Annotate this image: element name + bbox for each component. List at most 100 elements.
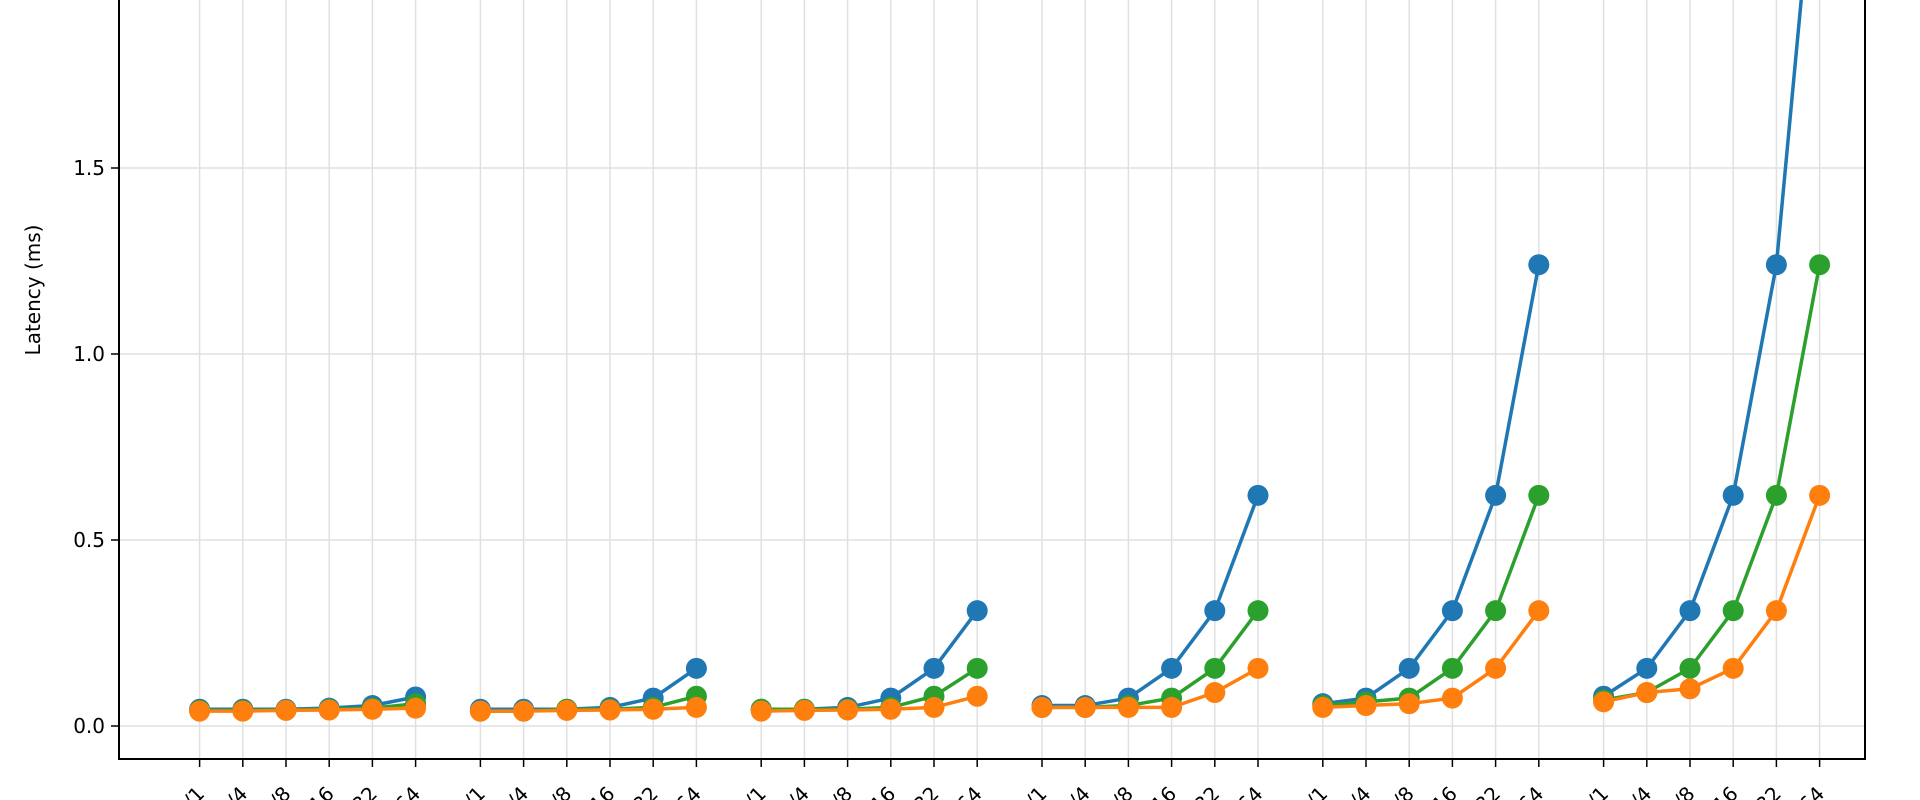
x-tick-label: 32 bbox=[347, 782, 382, 800]
x-tick-label: 32 bbox=[1189, 782, 1224, 800]
data-point-orange bbox=[1485, 657, 1507, 679]
data-point-green bbox=[1204, 657, 1226, 679]
data-point-orange bbox=[1355, 695, 1377, 717]
data-point-orange bbox=[793, 699, 815, 721]
data-point-blue bbox=[685, 657, 707, 679]
x-tick-label: 64 bbox=[1794, 782, 1829, 800]
data-point-orange bbox=[469, 700, 491, 722]
x-tick-label: /8 bbox=[1388, 782, 1419, 800]
series-lines bbox=[189, 0, 1831, 722]
data-point-blue bbox=[1247, 484, 1269, 506]
x-tick-label: /8 bbox=[265, 782, 296, 800]
data-point-orange bbox=[1441, 687, 1463, 709]
data-point-orange bbox=[1312, 696, 1334, 718]
x-tick-label: 64 bbox=[952, 782, 987, 800]
data-point-green bbox=[1485, 600, 1507, 622]
data-point-orange bbox=[966, 685, 988, 707]
data-point-blue bbox=[1722, 484, 1744, 506]
data-point-blue bbox=[1161, 657, 1183, 679]
data-point-orange bbox=[189, 700, 211, 722]
data-point-orange bbox=[1528, 600, 1550, 622]
y-tick-label: 1.0 bbox=[73, 342, 105, 366]
series-line-blue bbox=[1602, 0, 1803, 698]
data-point-orange bbox=[513, 700, 535, 722]
x-tick-label: /4 bbox=[222, 782, 253, 800]
y-axis-label: Latency (ms) bbox=[21, 225, 45, 356]
data-point-blue bbox=[966, 600, 988, 622]
data-point-orange bbox=[1398, 693, 1420, 715]
x-tick-label: /4 bbox=[1626, 782, 1657, 800]
data-point-orange bbox=[1593, 691, 1615, 713]
data-point-orange bbox=[1117, 696, 1139, 718]
x-tick-label: /1 bbox=[1582, 782, 1613, 800]
x-tick-label: 64 bbox=[1233, 782, 1268, 800]
series-line-blue bbox=[1042, 494, 1260, 708]
x-tick-label: 64 bbox=[390, 782, 425, 800]
series-line-green bbox=[1603, 264, 1822, 702]
data-point-blue bbox=[1485, 484, 1507, 506]
data-point-blue bbox=[1679, 600, 1701, 622]
data-point-orange bbox=[318, 699, 340, 721]
data-point-blue bbox=[1528, 254, 1550, 276]
x-tick-label: 32 bbox=[909, 782, 944, 800]
x-tick-label: 16 bbox=[1146, 782, 1181, 800]
data-point-green bbox=[1722, 600, 1744, 622]
data-point-orange bbox=[642, 698, 664, 720]
series-line-green bbox=[1042, 609, 1260, 710]
data-point-orange bbox=[750, 700, 772, 722]
x-tick-label: /4 bbox=[502, 782, 533, 800]
x-tick-label: /8 bbox=[546, 782, 577, 800]
data-point-blue bbox=[923, 657, 945, 679]
data-point-orange bbox=[1161, 696, 1183, 718]
data-point-orange bbox=[1247, 657, 1269, 679]
x-tick-label: /1 bbox=[459, 782, 490, 800]
data-point-orange bbox=[685, 696, 707, 718]
x-tick-label: 16 bbox=[585, 782, 620, 800]
data-point-blue bbox=[1204, 600, 1226, 622]
grid bbox=[119, 0, 1865, 759]
x-tick-label: /8 bbox=[1669, 782, 1700, 800]
x-tick-label: /8 bbox=[1107, 782, 1138, 800]
x-tick-label: /1 bbox=[178, 782, 209, 800]
y-tick-label: 0.5 bbox=[73, 528, 105, 552]
x-tick-label: 32 bbox=[628, 782, 663, 800]
data-point-orange bbox=[1722, 657, 1744, 679]
y-tick-label: 1.5 bbox=[73, 156, 105, 180]
data-point-orange bbox=[275, 699, 297, 721]
data-point-blue bbox=[1441, 600, 1463, 622]
data-point-orange bbox=[556, 699, 578, 721]
data-point-orange bbox=[361, 698, 383, 720]
x-tick-label: /4 bbox=[1064, 782, 1095, 800]
plot-frame bbox=[118, 0, 1866, 760]
x-tick-label: 16 bbox=[1708, 782, 1743, 800]
y-tick-label: 0.0 bbox=[73, 714, 105, 738]
series-line-green bbox=[1322, 494, 1541, 708]
data-point-orange bbox=[599, 699, 621, 721]
data-point-orange bbox=[923, 696, 945, 718]
data-point-orange bbox=[1074, 696, 1096, 718]
data-point-orange bbox=[837, 699, 859, 721]
data-point-orange bbox=[232, 700, 254, 722]
data-point-orange bbox=[880, 698, 902, 720]
x-tick-label: 16 bbox=[865, 782, 900, 800]
series-line-orange bbox=[1603, 494, 1822, 704]
x-tick-label: /1 bbox=[1021, 782, 1052, 800]
data-point-blue bbox=[1765, 254, 1787, 276]
x-tick-label: /4 bbox=[1345, 782, 1376, 800]
data-point-green bbox=[1809, 254, 1831, 276]
x-tick-label: 16 bbox=[1427, 782, 1462, 800]
data-point-green bbox=[1765, 484, 1787, 506]
x-tick-label: /8 bbox=[826, 782, 857, 800]
data-point-green bbox=[1247, 600, 1269, 622]
x-tick-label: 64 bbox=[1513, 782, 1548, 800]
x-tick-label: /1 bbox=[740, 782, 771, 800]
x-tick-label: 32 bbox=[1751, 782, 1786, 800]
data-point-green bbox=[1441, 657, 1463, 679]
data-point-blue bbox=[1636, 657, 1658, 679]
data-point-orange bbox=[1765, 600, 1787, 622]
data-point-green bbox=[1679, 657, 1701, 679]
series-line-blue bbox=[1322, 264, 1541, 706]
x-tick-label: /1 bbox=[1302, 782, 1333, 800]
x-tick-label: /4 bbox=[783, 782, 814, 800]
